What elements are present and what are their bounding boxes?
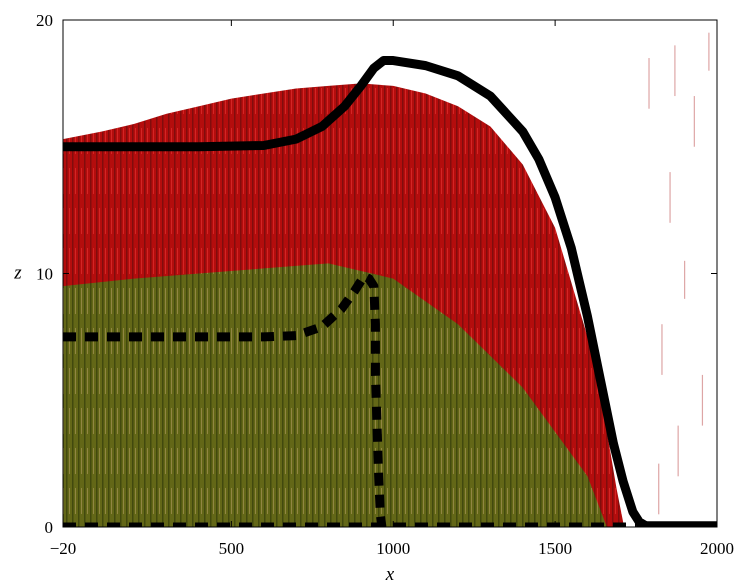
plot-area [63,32,717,527]
green-field-region [63,263,607,527]
y-tick-label-2: 20 [36,11,53,30]
y-axis-label: z [13,263,22,284]
x-tick-label-4: 2000 [700,539,734,558]
x-tick-label-0: −20 [50,539,77,558]
series-line-1 [63,271,387,527]
x-tick-label-2: 1000 [376,539,410,558]
y-tick-label-0: 0 [45,518,54,537]
series-line-0 [63,56,654,527]
x-axis-label: x [385,564,395,585]
x-tick-label-1: 500 [219,539,245,558]
y-tick-label-1: 10 [36,265,53,284]
x-tick-label-3: 1500 [538,539,572,558]
